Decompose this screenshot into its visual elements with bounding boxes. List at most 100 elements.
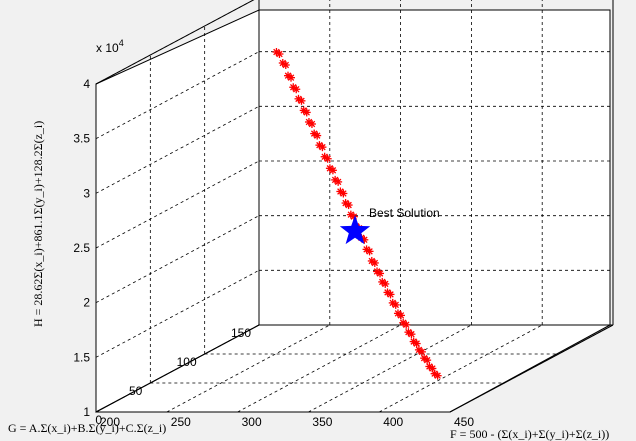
data-point (378, 277, 387, 286)
marker-stroke (329, 167, 337, 174)
marker-stroke (273, 48, 280, 56)
marker-stroke (279, 59, 287, 67)
marker-stroke (434, 372, 441, 379)
marker-stroke (316, 141, 323, 149)
data-point (307, 119, 316, 128)
x-tick-label: 250 (171, 415, 191, 429)
data-point (292, 85, 301, 94)
data-point (407, 330, 416, 339)
marker-stroke (295, 95, 302, 103)
marker-stroke (287, 74, 295, 81)
z-axis-label: H = 28.62Σ(x_i)+861.1Σ(y_i)+128.2Σ(z_i) (31, 121, 45, 327)
marker-stroke (340, 190, 347, 197)
grid-line (95, 105, 260, 194)
data-point (365, 247, 374, 256)
grid-line (95, 215, 260, 304)
grid-line (95, 269, 260, 358)
marker-stroke (310, 130, 318, 137)
grid-line (308, 324, 472, 413)
marker-stroke (334, 178, 342, 186)
data-point (402, 320, 411, 329)
back-wall (258, 9, 611, 326)
marker-stroke (368, 257, 376, 265)
y-tick-label: 150 (231, 326, 251, 340)
marker-stroke (342, 199, 349, 207)
marker-stroke (389, 299, 396, 307)
marker-stroke (410, 338, 417, 345)
data-point (370, 258, 379, 267)
marker-stroke (429, 365, 436, 372)
marker-stroke (423, 356, 431, 364)
marker-stroke (276, 50, 283, 58)
marker-stroke (392, 301, 399, 309)
marker-stroke (431, 370, 438, 377)
marker-stroke (420, 354, 428, 362)
marker-stroke (418, 348, 426, 356)
data-point (334, 177, 343, 186)
z-tick-label: 1.5 (73, 350, 90, 364)
marker-stroke (397, 312, 405, 319)
z-tick-label: 4 (83, 77, 90, 91)
marker-stroke (405, 328, 412, 336)
z-tick-label: 3 (83, 186, 90, 200)
x-tick-label: 350 (312, 415, 332, 429)
data-point (423, 356, 432, 365)
marker-stroke (345, 201, 352, 209)
data-point (396, 311, 405, 320)
data-point (318, 143, 327, 152)
marker-stroke (305, 118, 313, 126)
marker-stroke (384, 289, 391, 296)
data-point (281, 61, 290, 69)
marker-stroke (292, 85, 300, 93)
marker-stroke (289, 83, 297, 91)
z-tick-label: 2.5 (73, 241, 90, 255)
z-exponent-label: x 104 (96, 38, 124, 55)
marker-stroke (394, 310, 402, 317)
data-point (376, 269, 385, 278)
y-axis-label: G = A.Σ(x_i)+B.Σ(y_i)+C.Σ(z_i) (8, 421, 166, 435)
box-edges (95, 0, 614, 413)
grid-line (166, 324, 330, 413)
x-tick-label: 400 (383, 415, 403, 429)
marker-stroke (382, 280, 389, 288)
marker-stroke (337, 188, 344, 195)
data-point (331, 175, 340, 184)
data-point (381, 279, 390, 288)
data-point (302, 108, 311, 117)
y-tick-label: 0 (95, 413, 102, 427)
marker-stroke (373, 268, 381, 275)
grid-line (95, 51, 260, 140)
marker-stroke (387, 291, 394, 298)
marker-stroke (313, 132, 321, 139)
marker-stroke (319, 143, 326, 151)
x-tick-label: 450 (454, 415, 474, 429)
marker-stroke (426, 363, 433, 370)
marker-stroke (371, 259, 379, 267)
marker-stroke (282, 61, 290, 69)
marker-stroke (308, 120, 316, 128)
grid-line (379, 324, 543, 413)
z-tick-label: 2 (83, 296, 90, 310)
marker-stroke (321, 153, 328, 160)
data-point (433, 371, 442, 380)
marker-stroke (376, 270, 384, 277)
marker-stroke (284, 72, 292, 79)
z-exponent-base: x 10 (96, 41, 119, 55)
data-point (344, 201, 353, 210)
marker-stroke (379, 278, 386, 286)
data-point (313, 131, 322, 140)
marker-stroke (347, 211, 355, 218)
grid-line (95, 160, 260, 249)
marker-stroke (331, 176, 339, 184)
best-solution-label: Best Solution (369, 206, 440, 220)
z-tick-label: 1 (83, 405, 90, 419)
marker-stroke (303, 109, 310, 116)
marker-stroke (326, 165, 334, 172)
box-edge (449, 324, 614, 413)
data-point (339, 189, 348, 198)
best-solution-star (339, 215, 371, 245)
data-point (417, 347, 426, 356)
tick-labels: 1 1.5 2 2.5 3 3.5 4 0 50 100 150 200 250 300 350 400 450 (73, 77, 474, 429)
